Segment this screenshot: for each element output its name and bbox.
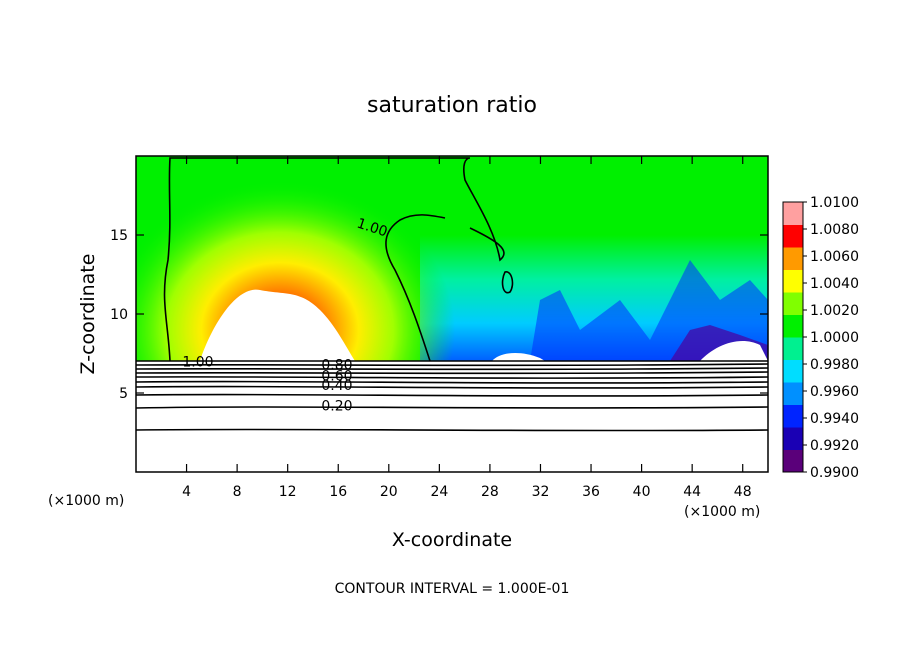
contour-1.00-mid [385, 214, 446, 362]
x-axis-unit: (×1000 m) [684, 504, 760, 520]
contour-0.80 [136, 367, 768, 371]
x-tick-label: 40 [633, 484, 651, 500]
contour-0.50 [136, 380, 768, 384]
x-tick-label: 20 [380, 484, 398, 500]
colorbar-tick-label: 0.9960 [810, 384, 859, 400]
contour-0.70 [136, 371, 768, 375]
colorbar-tick-label: 1.0060 [810, 249, 859, 265]
colorbar-swatch [783, 382, 803, 405]
contour-1.00-blob [501, 271, 514, 294]
x-ticks: 4 8 12 16 20 24 28 32 36 40 44 48 [182, 156, 752, 500]
colorbar-swatch [783, 449, 803, 473]
contour-label: 0.60 [321, 369, 352, 385]
contour-0.20 [136, 406, 768, 409]
contour-0.10 [136, 428, 768, 432]
colorbar-tick-label: 0.9980 [810, 357, 859, 373]
colorbar-swatch [783, 337, 803, 360]
contour-label-layer: 1.001.00 0.800.600.400.20 [182, 216, 389, 415]
colorbar-swatch [783, 314, 803, 338]
x-tick-label: 24 [430, 484, 448, 500]
x-axis-title: X-coordinate [392, 529, 512, 551]
contour-label: 1.00 [182, 354, 213, 370]
x-tick-label: 16 [329, 484, 347, 500]
contour-1.00-upper [180, 157, 505, 262]
colorbar-swatch [783, 359, 803, 383]
colorbar-tick-label: 1.0000 [810, 330, 859, 346]
y-tick-label: 10 [110, 307, 128, 323]
x-tick-label: 44 [683, 484, 701, 500]
y-axis-title: Z-coordinate [77, 254, 99, 375]
contour-0.30 [136, 393, 768, 397]
contour-0.40 [136, 385, 768, 389]
y-axis-unit: (×1000 m) [48, 493, 124, 509]
x-tick-label: 28 [481, 484, 499, 500]
colorbar-swatch [783, 404, 803, 428]
y-tick-label: 15 [110, 228, 128, 244]
plot-area [136, 156, 768, 472]
colorbar-tick-label: 1.0080 [810, 222, 859, 238]
colorbar-tick-label: 1.0040 [810, 276, 859, 292]
colorbar-swatch [783, 427, 803, 450]
colorbar-tick-label: 1.0020 [810, 303, 859, 319]
x-tick-label: 48 [734, 484, 752, 500]
contour-0.90 [136, 363, 768, 367]
x-tick-label: 4 [182, 484, 191, 500]
contour-label: 0.80 [321, 358, 352, 374]
x-tick-label: 32 [532, 484, 550, 500]
contour-interval-note: CONTOUR INTERVAL = 1.000E-01 [335, 581, 570, 597]
subsaturated-layer [136, 361, 768, 472]
colorbar-tick-label: 1.0100 [810, 195, 859, 211]
colorbar-swatch [783, 202, 803, 225]
y-tick-label: 5 [119, 386, 128, 402]
x-tick-label: 36 [582, 484, 600, 500]
colorbar-swatch [783, 269, 803, 293]
y-ticks: 5 10 15 [110, 228, 768, 402]
field-dry-patch-right [492, 340, 768, 361]
colorbar-tick-label: 0.9920 [810, 438, 859, 454]
contour-0.60 [136, 376, 768, 379]
colorbar: 1.0100 1.0080 1.0060 1.0040 1.0020 1.0000 0.99… [782, 195, 859, 481]
colorbar-swatch [783, 224, 803, 248]
colorbar-swatch [783, 247, 803, 270]
colorbar-swatch [783, 292, 803, 315]
field-dry-patch [200, 289, 355, 361]
colorbar-tick-label: 0.9900 [810, 465, 859, 481]
contour-label: 0.40 [321, 378, 352, 394]
x-tick-label: 8 [233, 484, 242, 500]
chart-title: saturation ratio [367, 93, 537, 118]
contour-lines [136, 157, 768, 432]
contour-label: 0.20 [321, 399, 352, 415]
colorbar-tick-label: 0.9940 [810, 411, 859, 427]
contour-1.00-left [163, 157, 180, 362]
x-tick-label: 12 [279, 484, 297, 500]
